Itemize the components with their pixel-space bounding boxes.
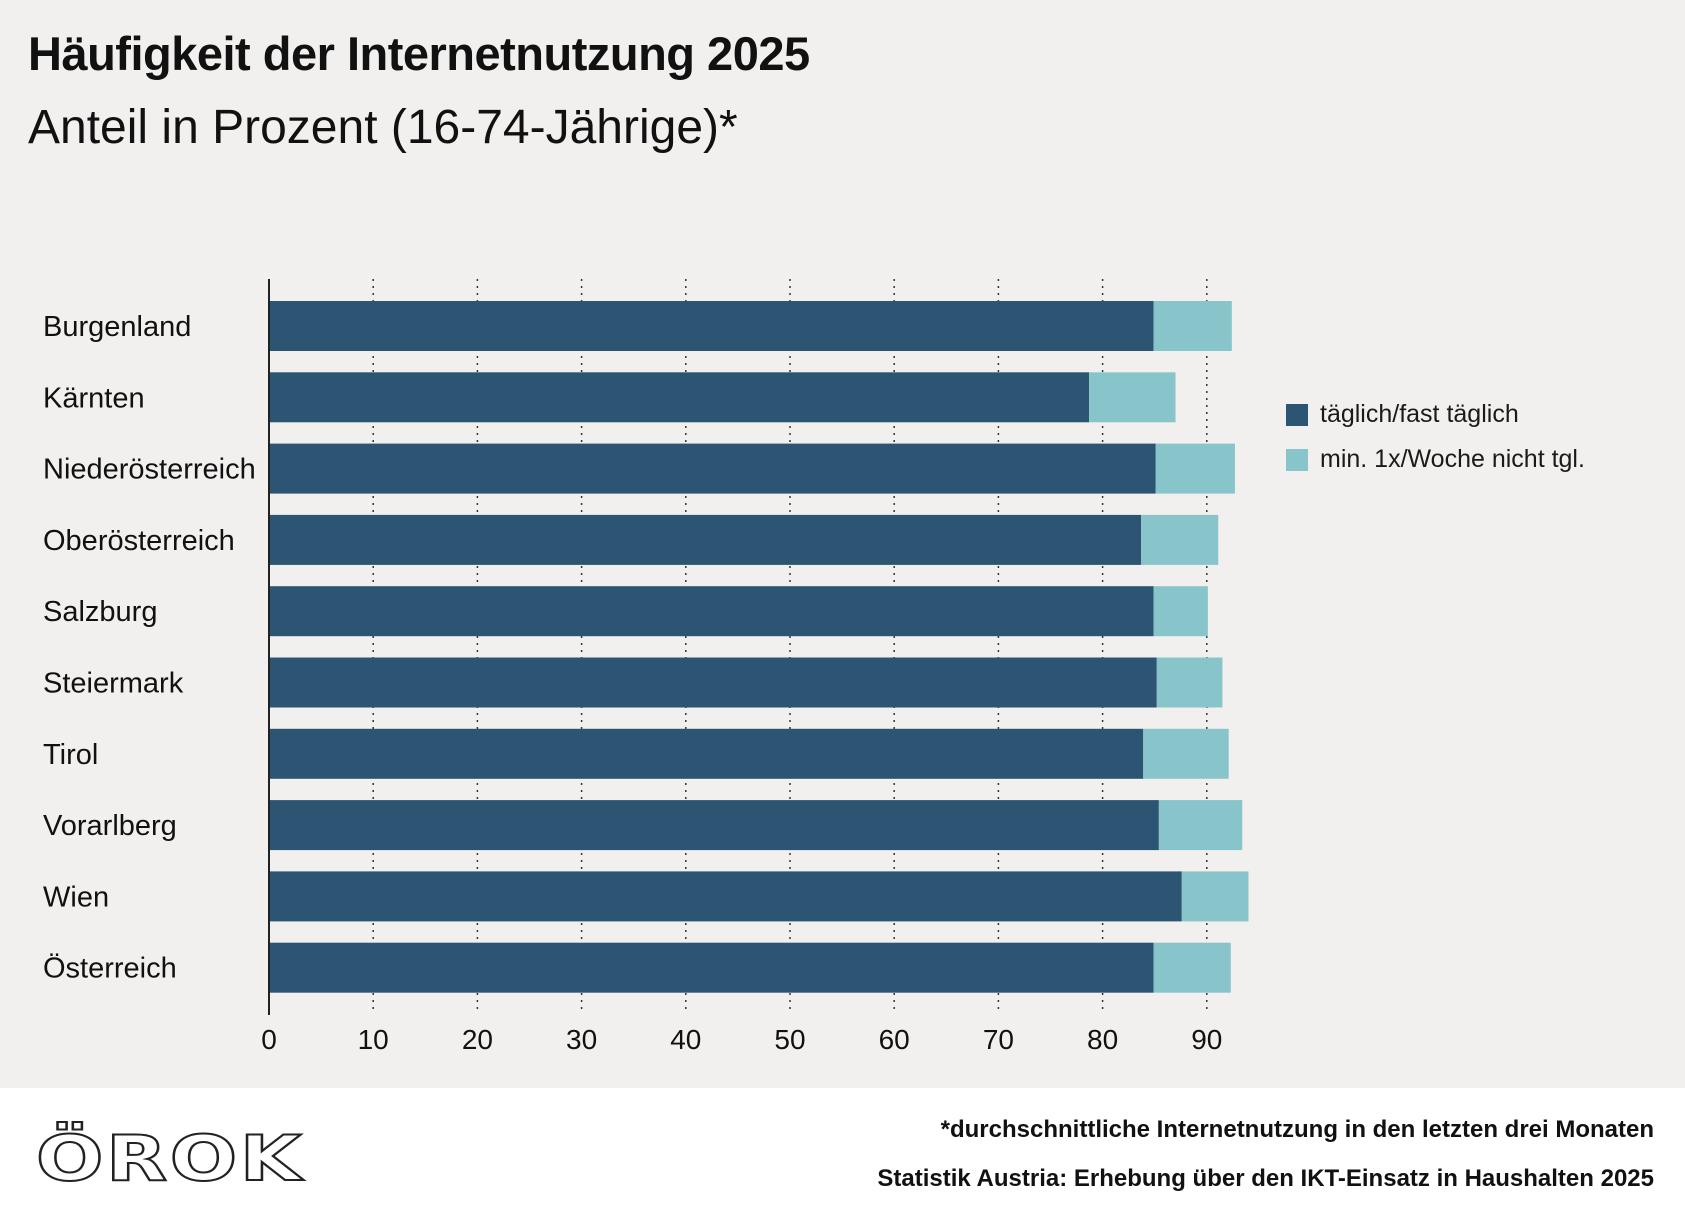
legend-label-weekly: min. 1x/Woche nicht tgl. bbox=[1320, 445, 1585, 474]
category-label: Steiermark bbox=[43, 668, 184, 700]
bar-daily-5 bbox=[269, 658, 1157, 708]
bar-daily-1 bbox=[269, 372, 1089, 422]
bar-daily-6 bbox=[269, 729, 1143, 779]
legend-item-daily: täglich/fast täglich bbox=[1286, 392, 1585, 437]
legend: täglich/fast täglich min. 1x/Woche nicht… bbox=[1286, 392, 1585, 482]
legend-item-weekly: min. 1x/Woche nicht tgl. bbox=[1286, 437, 1585, 482]
category-label: Vorarlberg bbox=[43, 810, 177, 842]
x-tick-label: 70 bbox=[983, 1024, 1014, 1055]
category-label: Niederösterreich bbox=[43, 454, 256, 486]
x-tick-label: 10 bbox=[358, 1024, 389, 1055]
x-tick-label: 80 bbox=[1087, 1024, 1118, 1055]
x-tick-label: 40 bbox=[670, 1024, 701, 1055]
bar-weekly-9 bbox=[1154, 943, 1231, 993]
bar-daily-7 bbox=[269, 800, 1159, 850]
category-label: Tirol bbox=[43, 739, 98, 771]
bar-daily-4 bbox=[269, 586, 1154, 636]
legend-swatch-daily bbox=[1286, 404, 1308, 426]
category-label: Salzburg bbox=[43, 596, 157, 628]
oerok-logo: ÖROK bbox=[36, 1128, 304, 1190]
bar-daily-2 bbox=[269, 444, 1156, 494]
bar-daily-0 bbox=[269, 301, 1154, 351]
bar-weekly-6 bbox=[1143, 729, 1228, 779]
bar-weekly-5 bbox=[1157, 658, 1223, 708]
bar-daily-3 bbox=[269, 515, 1141, 565]
x-tick-label: 90 bbox=[1191, 1024, 1222, 1055]
x-tick-label: 20 bbox=[462, 1024, 493, 1055]
category-label: Kärnten bbox=[43, 382, 145, 414]
category-label: Wien bbox=[43, 881, 109, 913]
source-note: Statistik Austria: Erhebung über den IKT… bbox=[877, 1165, 1654, 1193]
bar-weekly-3 bbox=[1141, 515, 1218, 565]
bar-weekly-7 bbox=[1159, 800, 1242, 850]
bar-weekly-1 bbox=[1089, 372, 1175, 422]
x-tick-label: 0 bbox=[261, 1024, 277, 1055]
category-label: Burgenland bbox=[43, 311, 191, 343]
bar-chart: Burgenland Kärnten Niederösterreich Oberöst… bbox=[0, 0, 1685, 1088]
bar-weekly-8 bbox=[1182, 871, 1249, 921]
category-label: Österreich bbox=[43, 953, 177, 985]
legend-label-daily: täglich/fast täglich bbox=[1320, 400, 1519, 429]
bar-weekly-2 bbox=[1156, 444, 1235, 494]
x-tick-label: 30 bbox=[566, 1024, 597, 1055]
bar-weekly-4 bbox=[1154, 586, 1208, 636]
x-tick-label: 50 bbox=[774, 1024, 805, 1055]
category-label: Oberösterreich bbox=[43, 525, 235, 557]
legend-swatch-weekly bbox=[1286, 449, 1308, 471]
bar-daily-8 bbox=[269, 871, 1182, 921]
bar-weekly-0 bbox=[1154, 301, 1232, 351]
bar-daily-9 bbox=[269, 943, 1154, 993]
footnote: *durchschnittliche Internetnutzung in de… bbox=[941, 1116, 1654, 1144]
x-tick-label: 60 bbox=[879, 1024, 910, 1055]
